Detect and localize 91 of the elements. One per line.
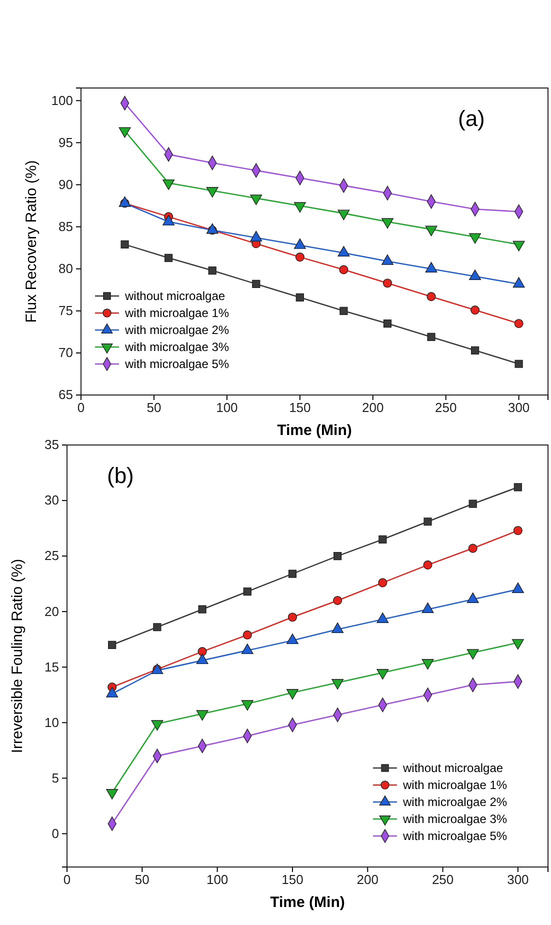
point (339, 265, 348, 274)
x-tick-label: 200 (362, 400, 384, 416)
x-tick-label: 50 (134, 872, 150, 888)
y-tick-label: 80 (58, 260, 73, 276)
x-tick-label: 200 (356, 872, 378, 888)
point (468, 500, 477, 508)
y-tick-label: 30 (44, 492, 59, 508)
point (423, 560, 432, 570)
y-tick-label: 15 (44, 659, 59, 674)
point (198, 647, 207, 656)
point (118, 127, 131, 138)
point (382, 278, 392, 288)
point (208, 266, 216, 275)
y-tick-label: 100 (51, 92, 73, 108)
point (108, 640, 116, 649)
point (288, 570, 297, 578)
point (427, 332, 436, 342)
y-axis-title: Irreversible Fouling Ratio (%) (9, 558, 26, 754)
point (120, 240, 129, 248)
y-tick-label: 65 (58, 387, 73, 402)
legend-label: without microalgae (402, 761, 504, 775)
y-tick-label: 75 (58, 303, 73, 318)
annotation: (b) (107, 463, 134, 488)
x-tick-label: 250 (432, 872, 454, 888)
point (383, 319, 392, 328)
y-tick-label: 0 (52, 826, 59, 841)
point (378, 578, 388, 588)
x-tick-label: 300 (508, 400, 530, 416)
y-tick-label: 25 (44, 548, 59, 564)
legend-label: with microalgae 1% (402, 778, 508, 792)
x-tick-label: 100 (216, 400, 238, 416)
point (340, 306, 348, 315)
point (514, 318, 524, 328)
point (514, 483, 522, 492)
y-tick-label: 5 (52, 770, 59, 786)
x-tick-label: 250 (434, 400, 457, 416)
point (162, 179, 175, 190)
y-tick-label: 70 (58, 345, 73, 360)
point (424, 518, 432, 526)
point (469, 270, 482, 280)
point (288, 612, 298, 622)
point (470, 306, 480, 315)
legend-label: with microalgae 5% (402, 829, 508, 843)
x-tick-label: 150 (282, 872, 304, 888)
point (468, 544, 478, 553)
point (198, 605, 206, 614)
point (512, 582, 524, 593)
x-tick-label: 150 (289, 400, 311, 416)
y-tick-label: 35 (44, 437, 59, 452)
point (241, 644, 254, 654)
point (512, 277, 525, 288)
point (295, 252, 304, 262)
legend-label: with microalgae 2% (402, 795, 508, 809)
point (206, 187, 218, 198)
point (164, 254, 173, 262)
point (378, 535, 387, 544)
point (514, 360, 523, 368)
point (252, 280, 260, 288)
point (334, 552, 342, 560)
y-tick-label: 95 (58, 134, 73, 150)
point (513, 526, 522, 536)
legend-label: with microalgae 5% (124, 357, 230, 371)
x-tick-label: 50 (146, 400, 162, 416)
point (466, 592, 479, 603)
point (106, 788, 118, 800)
legend-label: with microalgae 3% (402, 812, 508, 826)
point (153, 623, 162, 632)
x-axis-title: Time (Min) (277, 422, 352, 439)
legend-label: with microalgae 2% (124, 323, 230, 337)
point (296, 293, 304, 302)
x-tick-label: 0 (77, 400, 85, 416)
legend-label: without microalgae (124, 289, 226, 303)
point (333, 596, 342, 605)
x-tick-label: 300 (507, 872, 529, 888)
x-axis-title: Time (Min) (270, 894, 345, 911)
annotation: (a) (458, 106, 485, 131)
legend-label: with microalgae 1% (124, 306, 230, 320)
point (243, 588, 252, 596)
point (426, 292, 436, 302)
point (196, 654, 208, 664)
point (286, 634, 298, 644)
y-tick-label: 10 (44, 714, 59, 730)
y-tick-label: 90 (58, 176, 73, 192)
point (470, 346, 480, 354)
y-tick-label: 20 (44, 604, 59, 619)
point (242, 630, 252, 640)
y-tick-label: 85 (58, 218, 73, 234)
point (422, 602, 434, 613)
x-tick-label: 100 (206, 872, 228, 888)
legend-label: with microalgae 3% (124, 340, 230, 354)
y-axis-title: Flux Recovery Ratio (%) (23, 160, 40, 323)
